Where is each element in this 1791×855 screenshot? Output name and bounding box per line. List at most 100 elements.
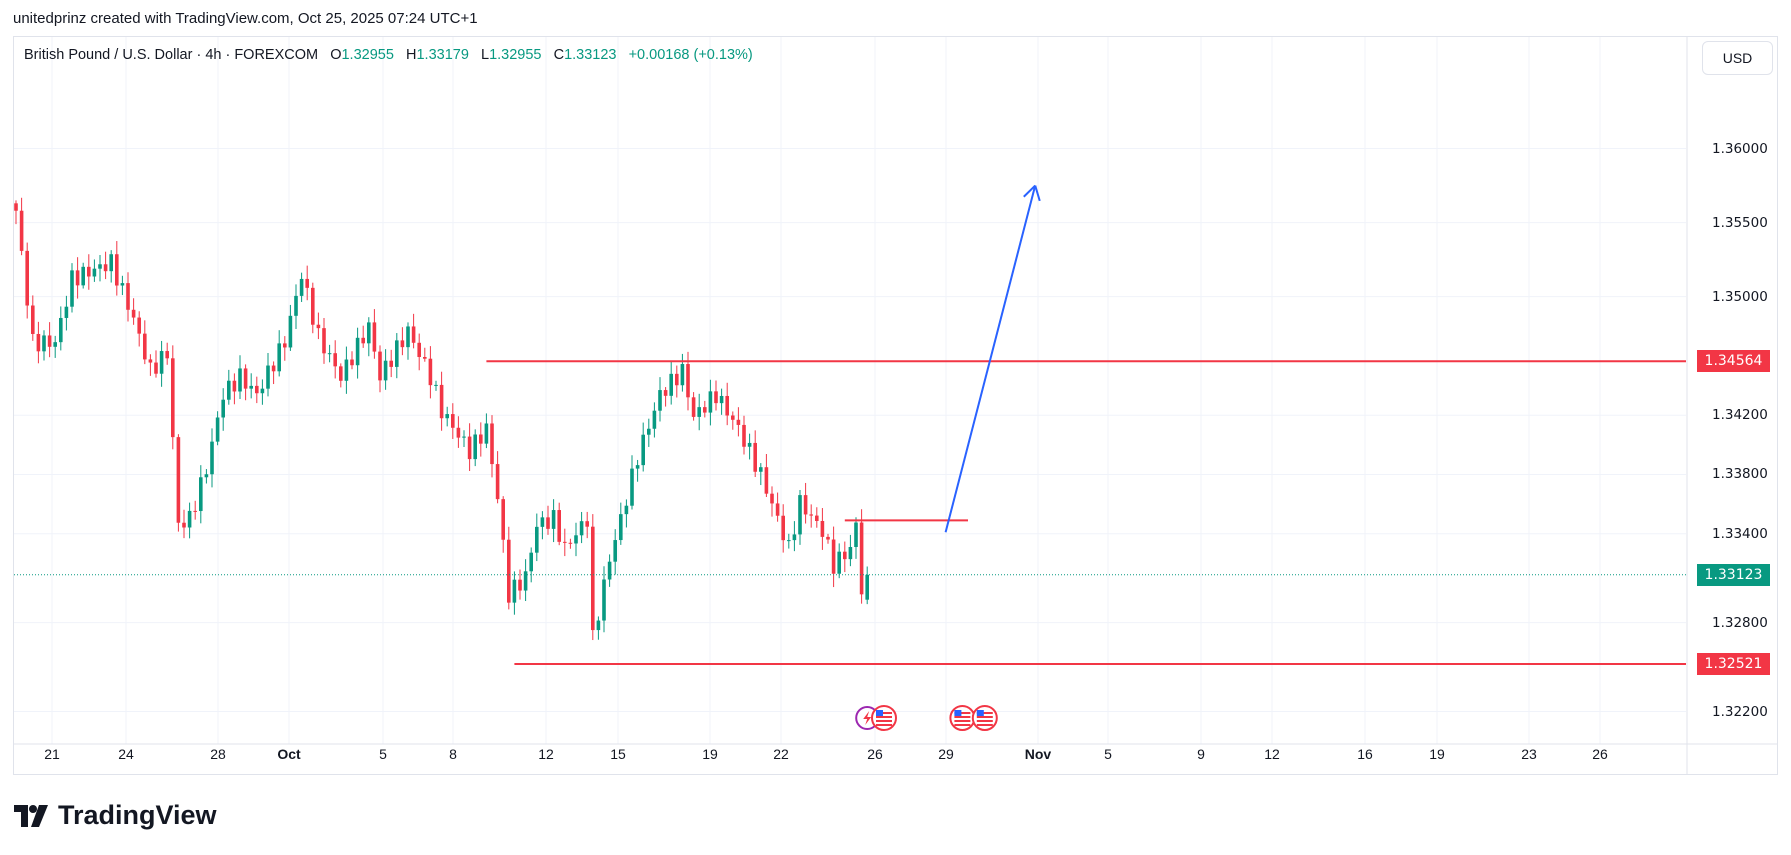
candle-body xyxy=(523,571,528,591)
candle-body xyxy=(434,384,438,386)
chart-caption: unitedprinz created with TradingView.com… xyxy=(13,10,478,27)
candle-body xyxy=(826,536,830,540)
candle-body xyxy=(596,620,601,631)
candle-body xyxy=(14,203,18,211)
candle-body xyxy=(736,419,741,425)
candle-body xyxy=(781,515,785,541)
candle-body xyxy=(848,547,853,560)
candle-body xyxy=(64,306,69,318)
open-value: 1.32955 xyxy=(341,47,394,63)
candle-body xyxy=(115,254,119,286)
candle-body xyxy=(47,335,52,347)
candle-body xyxy=(277,343,281,372)
candle-body xyxy=(109,254,113,272)
candle-body xyxy=(131,309,136,318)
candle-body xyxy=(775,503,780,516)
time-axis-tick: 23 xyxy=(1521,746,1537,762)
candle-body xyxy=(518,579,522,591)
time-axis-tick: 19 xyxy=(702,746,718,762)
candle-body xyxy=(31,305,35,334)
candle-body xyxy=(719,395,724,404)
candle-body xyxy=(747,442,752,447)
candle-body xyxy=(725,395,729,416)
candle-body xyxy=(103,264,108,272)
candle-body xyxy=(171,358,175,438)
candle-body xyxy=(148,359,153,363)
time-axis-tick: 22 xyxy=(773,746,789,762)
candle-body xyxy=(182,522,186,528)
candle-body xyxy=(406,326,410,348)
candle-body xyxy=(238,368,242,392)
candle-body xyxy=(249,385,253,389)
high-label: H xyxy=(406,47,417,63)
candle-body xyxy=(126,283,130,310)
candle-body xyxy=(815,515,819,521)
candle-body xyxy=(137,317,141,334)
candle-body xyxy=(512,579,517,603)
candle-body xyxy=(753,442,757,472)
chart-frame xyxy=(13,36,1778,775)
symbol-name[interactable]: British Pound / U.S. Dollar · 4h · FOREX… xyxy=(24,47,319,63)
candle-body xyxy=(389,360,393,367)
lightning-icon xyxy=(863,711,872,725)
candle-body xyxy=(619,514,623,541)
candle-body xyxy=(378,351,382,381)
candle-body xyxy=(367,322,371,344)
time-axis-tick: 16 xyxy=(1357,746,1373,762)
time-axis-tick: 26 xyxy=(867,746,883,762)
candle-body xyxy=(154,362,158,374)
candle-body xyxy=(187,510,192,528)
candle-body xyxy=(271,365,276,372)
candle-body xyxy=(467,436,472,460)
candle-body xyxy=(417,342,421,358)
candle-body xyxy=(98,264,102,269)
candle-body xyxy=(361,337,365,344)
time-axis-tick: 12 xyxy=(1264,746,1280,762)
time-axis-tick: Nov xyxy=(1024,746,1052,762)
candle-body xyxy=(675,373,679,386)
price-axis-tick: 1.33800 xyxy=(1712,466,1768,483)
candle-body xyxy=(484,423,489,444)
candle-body xyxy=(299,278,304,296)
high-value: 1.33179 xyxy=(416,47,469,63)
candle-body xyxy=(658,390,662,411)
symbol-legend: British Pound / U.S. Dollar · 4h · FOREX… xyxy=(24,47,753,63)
level-price-label: 1.34564 xyxy=(1697,350,1770,373)
time-axis-tick: 19 xyxy=(1429,746,1445,762)
candle-body xyxy=(742,424,746,447)
candle-body xyxy=(691,397,696,417)
currency-button[interactable]: USD xyxy=(1702,41,1773,75)
candle-body xyxy=(243,368,248,389)
candle-body xyxy=(36,333,41,352)
candle-body xyxy=(288,315,293,348)
low-value: 1.32955 xyxy=(489,47,542,63)
tradingview-logo-icon xyxy=(14,804,48,827)
candle-body xyxy=(339,366,343,381)
time-axis-tick: 21 xyxy=(44,746,60,762)
candle-body xyxy=(697,407,701,417)
candle-body xyxy=(602,579,606,621)
candle-body xyxy=(260,388,265,394)
price-axis-tick: 1.32800 xyxy=(1712,614,1768,631)
candle-body xyxy=(759,467,763,472)
candle-body xyxy=(283,343,287,348)
candle-body xyxy=(383,360,388,381)
candle-body xyxy=(574,535,578,544)
tradingview-logo[interactable]: TradingView xyxy=(14,800,217,831)
candle-body xyxy=(204,474,209,478)
candle-body xyxy=(669,373,673,396)
candle-body xyxy=(25,250,29,306)
candle-body xyxy=(439,384,444,419)
candle-body xyxy=(266,365,270,389)
candle-body xyxy=(703,407,707,413)
candle-body xyxy=(221,399,225,418)
candle-body xyxy=(820,520,825,537)
candle-body xyxy=(19,210,24,251)
candle-body xyxy=(333,353,337,367)
candle-body xyxy=(843,551,847,560)
candle-body xyxy=(350,359,354,366)
candle-body xyxy=(540,517,545,527)
candle-body xyxy=(837,551,841,574)
flag-canton xyxy=(954,710,962,716)
